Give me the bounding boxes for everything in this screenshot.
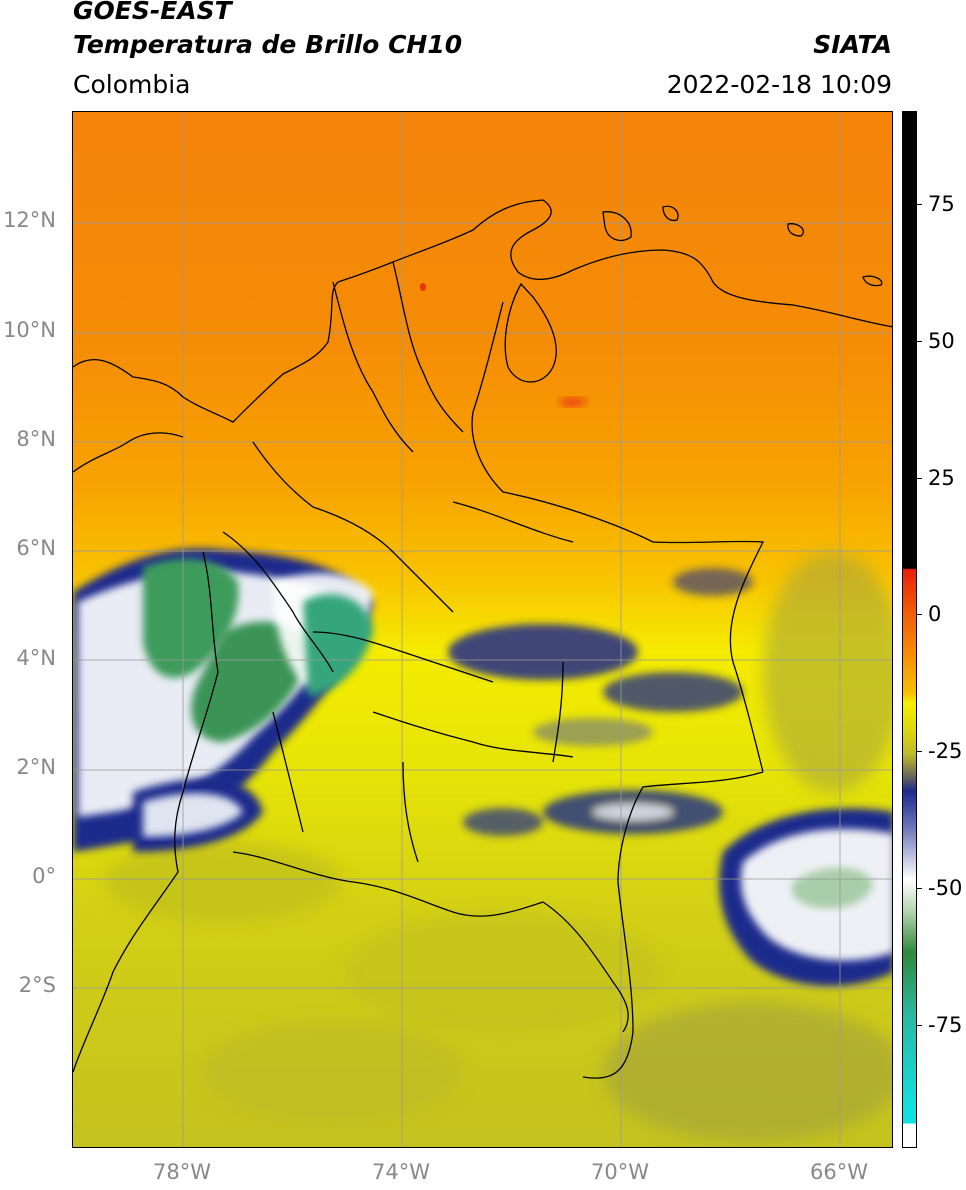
- product-title: Temperatura de Brillo CH10: [73, 30, 463, 59]
- brand-label: SIATA: [813, 30, 892, 59]
- colorbar-tick: [917, 204, 922, 205]
- satellite-title: GOES-EAST: [73, 0, 232, 25]
- lon-label: 66°W: [810, 1160, 868, 1184]
- colorbar-tick: [917, 478, 922, 479]
- lat-label: 6°N: [16, 536, 56, 560]
- colorbar-label: 25: [928, 466, 955, 490]
- colorbar-tick: [917, 1025, 922, 1026]
- lon-label: 74°W: [372, 1160, 430, 1184]
- colorbar-label: -50: [928, 876, 963, 900]
- colorbar-tick: [917, 341, 922, 342]
- colorbar-label: -25: [928, 739, 963, 763]
- timestamp-label: 2022-02-18 10:09: [666, 70, 892, 99]
- temperature-colorbar: [902, 111, 917, 1148]
- hot-spot: [559, 397, 587, 407]
- graticule: [73, 112, 892, 1147]
- lat-label: 12°N: [3, 208, 56, 232]
- borders-coastlines: [73, 199, 892, 1079]
- region-label: Colombia: [73, 70, 191, 99]
- colorbar-label: 50: [928, 329, 955, 353]
- colorbar-label: 0: [928, 602, 942, 626]
- convection-central: [448, 568, 753, 836]
- lat-label: 8°N: [16, 427, 56, 451]
- hot-spot: [420, 283, 426, 291]
- colorbar-tick: [917, 888, 922, 889]
- colorbar-tick: [917, 614, 922, 615]
- lat-label: 10°N: [3, 318, 56, 342]
- low-cloud-field: [103, 552, 892, 1142]
- convection-east: [719, 808, 892, 986]
- colorbar-label: 75: [928, 192, 955, 216]
- map-canvas: [73, 112, 892, 1147]
- lon-label: 78°W: [153, 1160, 211, 1184]
- colorbar-gradient: [903, 112, 916, 1147]
- colorbar-label: -75: [928, 1013, 963, 1037]
- lon-label: 70°W: [591, 1160, 649, 1184]
- lat-label: 2°N: [16, 755, 56, 779]
- convection-west: [73, 548, 373, 852]
- satellite-map: [72, 111, 893, 1148]
- colorbar-tick: [917, 751, 922, 752]
- lat-label: 4°N: [16, 646, 56, 670]
- lat-label: 0°: [32, 864, 56, 888]
- lat-label: 2°S: [18, 973, 56, 997]
